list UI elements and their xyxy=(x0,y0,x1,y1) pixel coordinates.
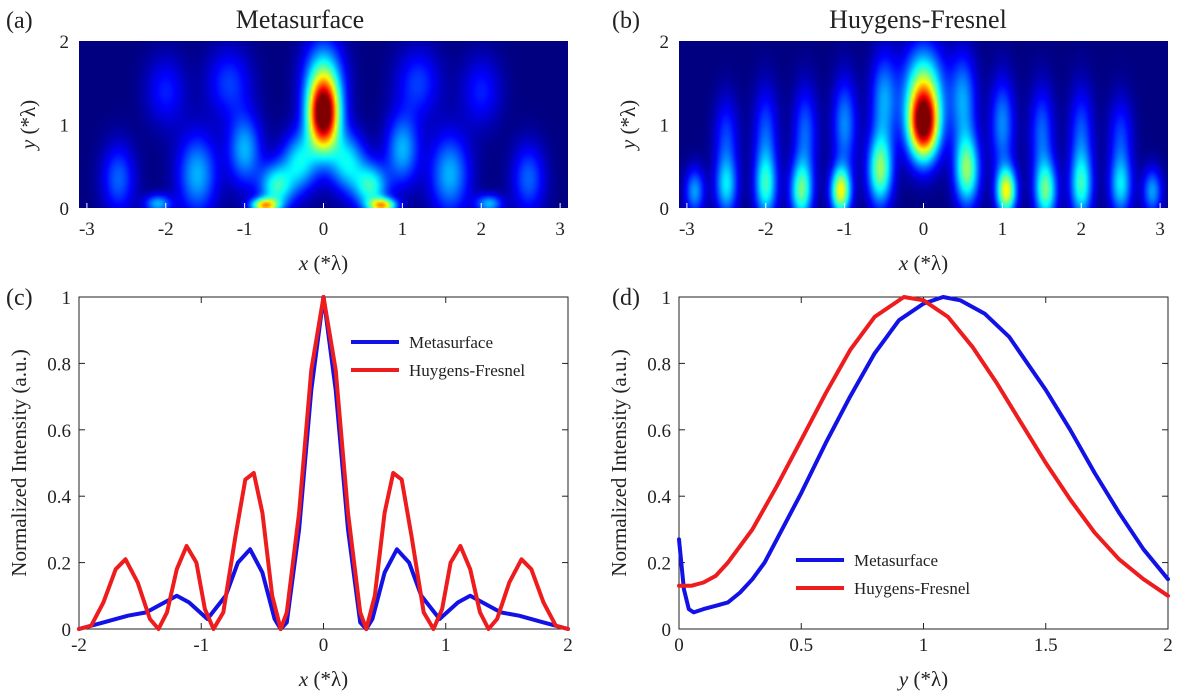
x-tick-label-b: 2 xyxy=(1076,219,1086,240)
y-axis-title-d: Normalized Intensity (a.u.) xyxy=(607,349,631,576)
legend-label-huygens-fresnel-d: Huygens-Fresnel xyxy=(854,579,970,598)
x-tick-label-c: 2 xyxy=(563,635,573,656)
x-axis-title-b: x (*λ) xyxy=(898,251,948,275)
x-axis-title-a: x (*λ) xyxy=(298,251,348,275)
x-tick-label-b: 1 xyxy=(998,219,1008,240)
y-tick-label-d: 0.4 xyxy=(647,487,671,508)
x-tick-label-b: 3 xyxy=(1155,219,1165,240)
x-tick-label-d: 1 xyxy=(919,635,929,656)
x-tick-label-d: 2 xyxy=(1163,635,1173,656)
x-tick-label-c: 0 xyxy=(319,635,329,656)
series-line-metasurface-c xyxy=(77,295,570,631)
y-axis-title-c: Normalized Intensity (a.u.) xyxy=(7,349,31,576)
plot-frame-c xyxy=(78,296,569,630)
x-tick-label-a: 1 xyxy=(398,219,408,240)
y-tick-label-c: 0.2 xyxy=(47,554,71,575)
y-axis-title-b: y (*λ) xyxy=(616,100,640,151)
x-tick-label-b: -3 xyxy=(679,219,695,240)
y-tick-label-a: 1 xyxy=(60,116,70,137)
y-tick-label-c: 1 xyxy=(62,288,72,309)
panel-label-c: (c) xyxy=(6,285,33,311)
y-tick-label-b: 2 xyxy=(660,32,670,53)
x-tick-label-b: -1 xyxy=(837,219,853,240)
y-tick-label-d: 0.2 xyxy=(647,554,671,575)
y-tick-label-d: 0.8 xyxy=(647,354,671,375)
y-tick-label-c: 0.8 xyxy=(47,354,71,375)
x-tick-label-a: 3 xyxy=(555,219,565,240)
x-tick-label-c: -2 xyxy=(71,635,87,656)
panel-title-a: Metasurface xyxy=(236,5,364,34)
panel-label-d: (d) xyxy=(612,285,640,311)
x-tick-label-d: 0.5 xyxy=(789,635,813,656)
panel-title-b: Huygens-Fresnel xyxy=(829,5,1007,34)
panel-label-b: (b) xyxy=(612,8,640,34)
y-axis-title-a: y (*λ) xyxy=(16,100,40,151)
x-tick-label-a: -2 xyxy=(158,219,174,240)
x-tick-label-c: -1 xyxy=(193,635,209,656)
y-tick-label-d: 1 xyxy=(662,288,672,309)
legend-label-metasurface-c: Metasurface xyxy=(409,333,493,352)
y-tick-label-c: 0 xyxy=(62,620,72,641)
y-tick-label-a: 0 xyxy=(60,199,70,220)
x-axis-title-d: y (*λ) xyxy=(897,667,948,691)
x-tick-label-a: -3 xyxy=(79,219,95,240)
x-tick-label-a: 0 xyxy=(319,219,329,240)
y-tick-label-c: 0.6 xyxy=(47,421,71,442)
y-tick-label-b: 1 xyxy=(660,116,670,137)
legend-label-metasurface-d: Metasurface xyxy=(854,551,938,570)
heatmap-images xyxy=(79,41,1168,208)
x-tick-label-d: 1.5 xyxy=(1034,635,1058,656)
x-tick-label-b: -2 xyxy=(758,219,774,240)
series-line-huygens-fresnel-c xyxy=(77,295,570,631)
y-tick-label-d: 0 xyxy=(662,620,672,641)
y-tick-label-d: 0.6 xyxy=(647,421,671,442)
y-tick-label-b: 0 xyxy=(660,199,670,220)
x-tick-label-a: 2 xyxy=(476,219,486,240)
legend-label-huygens-fresnel-c: Huygens-Fresnel xyxy=(409,361,525,380)
heatmap-field-b xyxy=(679,41,1168,208)
panel-label-a: (a) xyxy=(6,8,33,34)
x-tick-label-b: 0 xyxy=(919,219,929,240)
plot-elements: -3 -2 -1 0 1 2 3 0 1 2 x (*λ) y (*λ) -3 -2 -1 0 1 2 3 0 1 2 x … xyxy=(7,32,1173,691)
y-tick-label-c: 0.4 xyxy=(47,487,71,508)
series-line-huygens-fresnel-d xyxy=(677,295,1170,598)
x-tick-label-a: -1 xyxy=(237,219,253,240)
y-tick-label-a: 2 xyxy=(60,32,70,53)
x-axis-title-c: x (*λ) xyxy=(298,667,348,691)
series-line-metasurface-d xyxy=(677,295,1170,615)
x-tick-label-c: 1 xyxy=(441,635,451,656)
heatmap-field-a xyxy=(79,41,568,208)
x-tick-label-d: 0 xyxy=(674,635,684,656)
